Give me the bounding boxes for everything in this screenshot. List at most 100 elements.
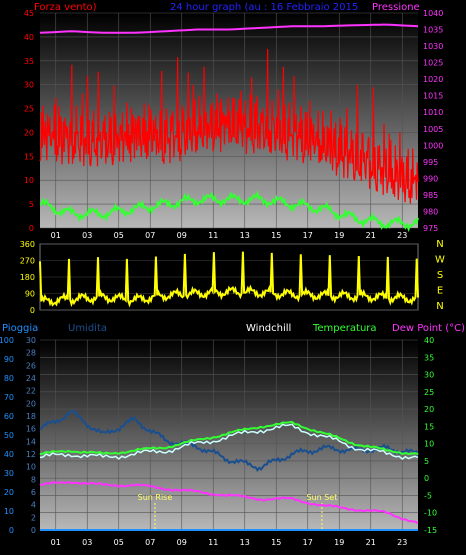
pressure-line bbox=[39, 23, 419, 34]
wind-average-line bbox=[39, 190, 419, 233]
rain-tick-label: 10 bbox=[4, 507, 14, 516]
compass-label: N bbox=[436, 239, 443, 250]
pressure-tick-label: 1000 bbox=[423, 141, 443, 150]
humidity-tick-label: 12 bbox=[26, 450, 36, 459]
pressure-tick-label: 1015 bbox=[423, 92, 443, 101]
wind-hour-label: 13 bbox=[240, 231, 250, 240]
rain-tick-label: 90 bbox=[4, 355, 14, 364]
humidity-tick-label: 2 bbox=[31, 513, 36, 522]
humidity-hour-ticks: 01 03 05 07 09 11 13 15 17 19 21 23 bbox=[51, 538, 408, 547]
wind-hour-label: 11 bbox=[208, 231, 218, 240]
humidity-tick-label: 28 bbox=[26, 349, 36, 358]
wind-tick-label: 40 bbox=[24, 33, 34, 42]
pressure-tick-label: 1005 bbox=[423, 125, 443, 134]
temperature-axis-ticks: -15 -10 -5 0 5 10 15 20 25 30 35 40 bbox=[424, 336, 437, 535]
pressure-tick-label: 995 bbox=[423, 158, 438, 167]
temperature-tick-label: 0 bbox=[424, 474, 429, 483]
rain-axis-ticks: 0 10 20 30 40 50 60 70 80 90 100 bbox=[0, 336, 14, 535]
wind-tick-label: 20 bbox=[24, 128, 34, 137]
humidity-hour-label: 19 bbox=[334, 538, 344, 547]
rain-tick-label: 100 bbox=[0, 336, 14, 345]
rain-tick-label: 80 bbox=[4, 374, 14, 383]
temperature-tick-label: 25 bbox=[424, 388, 434, 397]
temperature-legend: Temperatura bbox=[312, 323, 377, 334]
wind-tick-label: 45 bbox=[24, 9, 34, 18]
humidity-hour-label: 21 bbox=[366, 538, 376, 547]
compass-label: N bbox=[436, 301, 443, 312]
wind-tick-label: 25 bbox=[24, 105, 34, 114]
dewpoint-legend: Dew Point (°C) bbox=[392, 323, 465, 334]
wind-tick-label: 10 bbox=[24, 176, 34, 185]
humidity-hour-label: 07 bbox=[145, 538, 155, 547]
wind-axis-label: Forza vento) bbox=[34, 2, 97, 13]
humidity-tick-label: 20 bbox=[26, 399, 36, 408]
wind-hour-label: 21 bbox=[366, 231, 376, 240]
wind-gust-line bbox=[39, 48, 419, 204]
temperature-tick-label: -15 bbox=[424, 526, 437, 535]
rain-tick-label: 0 bbox=[9, 526, 14, 535]
pressure-tick-label: 980 bbox=[423, 207, 438, 216]
compass-label: W bbox=[435, 255, 445, 266]
temperature-tick-label: 15 bbox=[424, 422, 434, 431]
direction-tick-label: 90 bbox=[25, 290, 35, 299]
wind-hour-label: 09 bbox=[177, 231, 187, 240]
humidity-tick-label: 10 bbox=[26, 463, 36, 472]
windchill-legend: Windchill bbox=[246, 323, 291, 334]
humidity-tick-label: 24 bbox=[26, 374, 36, 383]
direction-tick-label: 180 bbox=[20, 273, 35, 282]
rain-tick-label: 60 bbox=[4, 412, 14, 421]
temperature-tick-label: 20 bbox=[424, 405, 434, 414]
direction-tick-label: 0 bbox=[30, 306, 35, 315]
wind-hour-label: 15 bbox=[271, 231, 281, 240]
rain-tick-label: 30 bbox=[4, 469, 14, 478]
rain-axis-label: Pioggia bbox=[2, 323, 38, 334]
pressure-tick-label: 1040 bbox=[423, 9, 443, 18]
temperature-tick-label: 30 bbox=[424, 371, 434, 380]
wind-tick-label: 15 bbox=[24, 152, 34, 161]
humidity-hour-label: 23 bbox=[397, 538, 407, 547]
rain-tick-label: 40 bbox=[4, 450, 14, 459]
direction-tick-label: 360 bbox=[20, 240, 35, 249]
pressure-tick-label: 990 bbox=[423, 174, 438, 183]
humidity-hour-label: 09 bbox=[177, 538, 187, 547]
humidity-tick-label: 22 bbox=[26, 387, 36, 396]
humidity-hour-label: 05 bbox=[114, 538, 124, 547]
humidity-axis-label: Umidita bbox=[68, 323, 107, 334]
pressure-tick-label: 1030 bbox=[423, 42, 443, 51]
humidity-tick-label: 14 bbox=[26, 437, 36, 446]
humidity-hour-label: 13 bbox=[240, 538, 250, 547]
wind-tick-label: 0 bbox=[29, 224, 34, 233]
wind-tick-label: 5 bbox=[29, 200, 34, 209]
wind-tick-label: 35 bbox=[24, 57, 34, 66]
temperature-tick-label: -10 bbox=[424, 509, 437, 518]
humidity-hour-label: 17 bbox=[303, 538, 313, 547]
pressure-tick-label: 975 bbox=[423, 224, 438, 233]
temperature-tick-label: 10 bbox=[424, 440, 434, 449]
humidity-tick-label: 0 bbox=[31, 526, 36, 535]
wind-hour-label: 17 bbox=[303, 231, 313, 240]
wind-hour-label: 05 bbox=[114, 231, 124, 240]
humidity-hour-label: 15 bbox=[271, 538, 281, 547]
wind-hour-label: 01 bbox=[51, 231, 61, 240]
humidity-tick-label: 26 bbox=[26, 361, 36, 370]
pressure-axis-ticks: 975 980 985 990 995 1000 1005 1010 1015 1020 1025 1… bbox=[423, 9, 443, 233]
wind-hour-ticks: 01 03 05 07 09 11 13 15 17 19 21 23 bbox=[51, 231, 408, 240]
sunset-label: Sun Set bbox=[306, 493, 337, 502]
temperature-tick-label: -5 bbox=[424, 491, 432, 500]
rain-tick-label: 50 bbox=[4, 431, 14, 440]
humidity-hour-label: 11 bbox=[208, 538, 218, 547]
wind-hour-label: 07 bbox=[145, 231, 155, 240]
sun-markers: Sun Rise Sun Set bbox=[138, 493, 337, 530]
compass-label: S bbox=[437, 270, 443, 281]
windchill-line bbox=[39, 423, 419, 460]
pressure-tick-label: 1035 bbox=[423, 26, 443, 35]
temperature-tick-label: 35 bbox=[424, 353, 434, 362]
rain-tick-label: 20 bbox=[4, 488, 14, 497]
sunrise-label: Sun Rise bbox=[138, 493, 173, 502]
pressure-tick-label: 985 bbox=[423, 191, 438, 200]
humidity-tick-label: 30 bbox=[26, 336, 36, 345]
humidity-line bbox=[39, 409, 419, 472]
